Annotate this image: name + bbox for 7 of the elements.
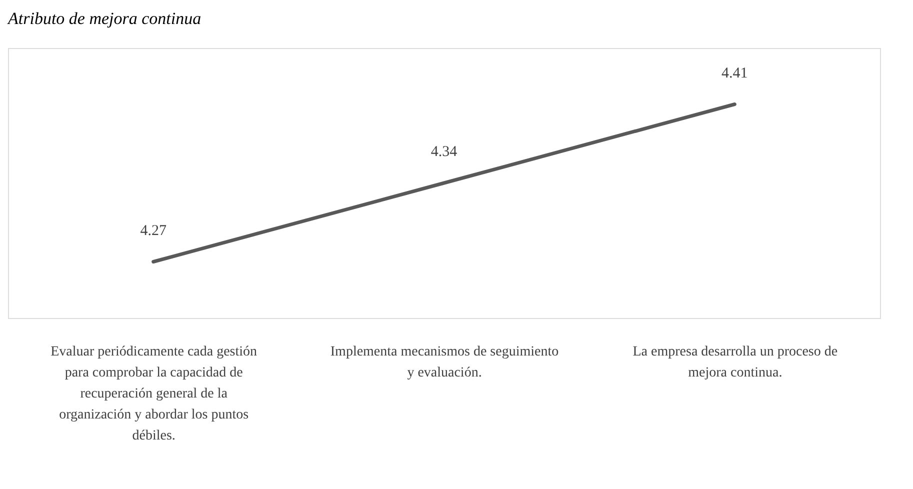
data-label: 4.41 xyxy=(722,65,748,82)
chart-title: Atributo de mejora continua xyxy=(7,9,202,28)
x-tick-label: Evaluar periódicamente cada gestión para comprobar la capacidad de recuperación general de la organización y abordar los puntos débiles. xyxy=(50,344,258,444)
data-label: 4.27 xyxy=(140,222,167,239)
data-label: 4.34 xyxy=(430,144,458,160)
x-tick-label: Implementa mecanismos de seguimiento y evaluación. xyxy=(330,344,559,380)
x-tick-label: La empresa desarrolla un proceso de mejora continua. xyxy=(632,344,838,380)
